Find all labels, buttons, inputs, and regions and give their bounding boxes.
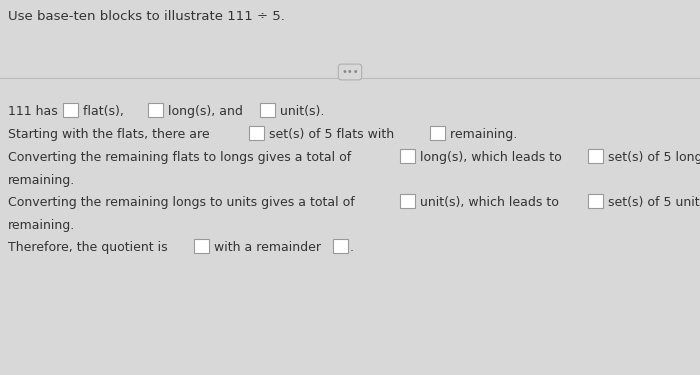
Text: set(s) of 5 units with: set(s) of 5 units with	[604, 196, 700, 209]
Text: Therefore, the quotient is: Therefore, the quotient is	[8, 241, 171, 254]
Bar	[400, 194, 415, 208]
Text: long(s), and: long(s), and	[164, 105, 246, 118]
Text: flat(s),: flat(s),	[79, 105, 128, 118]
Bar	[588, 149, 603, 164]
Text: •••: •••	[341, 67, 359, 77]
Text: remaining.: remaining.	[446, 128, 517, 141]
Text: long(s), which leads to: long(s), which leads to	[416, 151, 566, 164]
Text: unit(s), which leads to: unit(s), which leads to	[416, 196, 563, 209]
Text: remaining.: remaining.	[8, 174, 76, 187]
Text: Converting the remaining longs to units gives a total of: Converting the remaining longs to units …	[8, 196, 358, 209]
Bar	[333, 239, 349, 254]
Text: remaining.: remaining.	[8, 219, 76, 232]
Text: set(s) of 5 longs with: set(s) of 5 longs with	[604, 151, 700, 164]
Bar	[194, 239, 209, 254]
Bar	[588, 194, 603, 208]
Text: 111 has: 111 has	[8, 105, 62, 118]
Text: Converting the remaining flats to longs gives a total of: Converting the remaining flats to longs …	[8, 151, 355, 164]
Bar	[260, 104, 275, 117]
Text: Use base-ten blocks to illustrate 111 ÷ 5.: Use base-ten blocks to illustrate 111 ÷ …	[8, 10, 285, 23]
Bar	[148, 104, 162, 117]
Text: unit(s).: unit(s).	[276, 105, 324, 118]
Text: .: .	[349, 241, 354, 254]
Text: Starting with the flats, there are: Starting with the flats, there are	[8, 128, 213, 141]
Bar	[430, 126, 444, 140]
Text: with a remainder: with a remainder	[209, 241, 325, 254]
Bar	[63, 104, 78, 117]
Bar	[248, 126, 264, 140]
Text: set(s) of 5 flats with: set(s) of 5 flats with	[265, 128, 398, 141]
Bar	[400, 149, 415, 164]
